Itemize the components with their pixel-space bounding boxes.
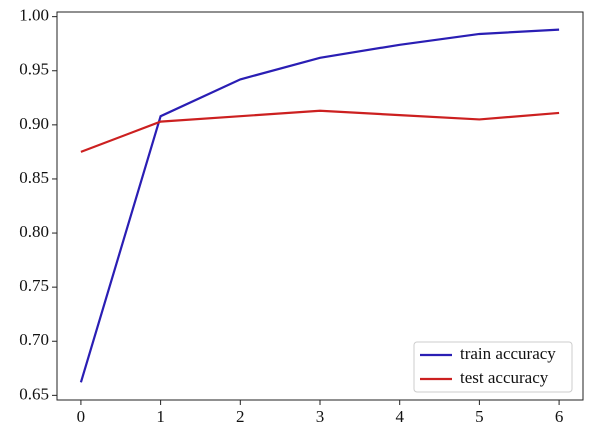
data-line	[80, 109, 560, 153]
legend-box	[413, 341, 573, 393]
y-tick-label: 0.75	[19, 276, 49, 295]
legend-label: train accuracy	[460, 344, 556, 363]
x-tick-label: 4	[395, 407, 404, 426]
y-tick-label: 1.00	[19, 6, 49, 25]
y-tick-label: 0.90	[19, 114, 49, 133]
x-tick-label: 5	[475, 407, 484, 426]
x-tick-label: 0	[77, 407, 86, 426]
x-tick-label: 3	[316, 407, 325, 426]
y-tick-label: 0.70	[19, 330, 49, 349]
x-tick-label: 6	[555, 407, 564, 426]
y-tick-label: 0.80	[19, 222, 49, 241]
data-line	[79, 28, 560, 383]
y-tick-label: 0.95	[19, 60, 49, 79]
x-tick-label: 1	[156, 407, 165, 426]
y-tick-label: 0.85	[19, 168, 49, 187]
legend-label: test accuracy	[460, 368, 549, 387]
y-tick-label: 0.65	[19, 384, 49, 403]
x-tick-label: 2	[236, 407, 245, 426]
